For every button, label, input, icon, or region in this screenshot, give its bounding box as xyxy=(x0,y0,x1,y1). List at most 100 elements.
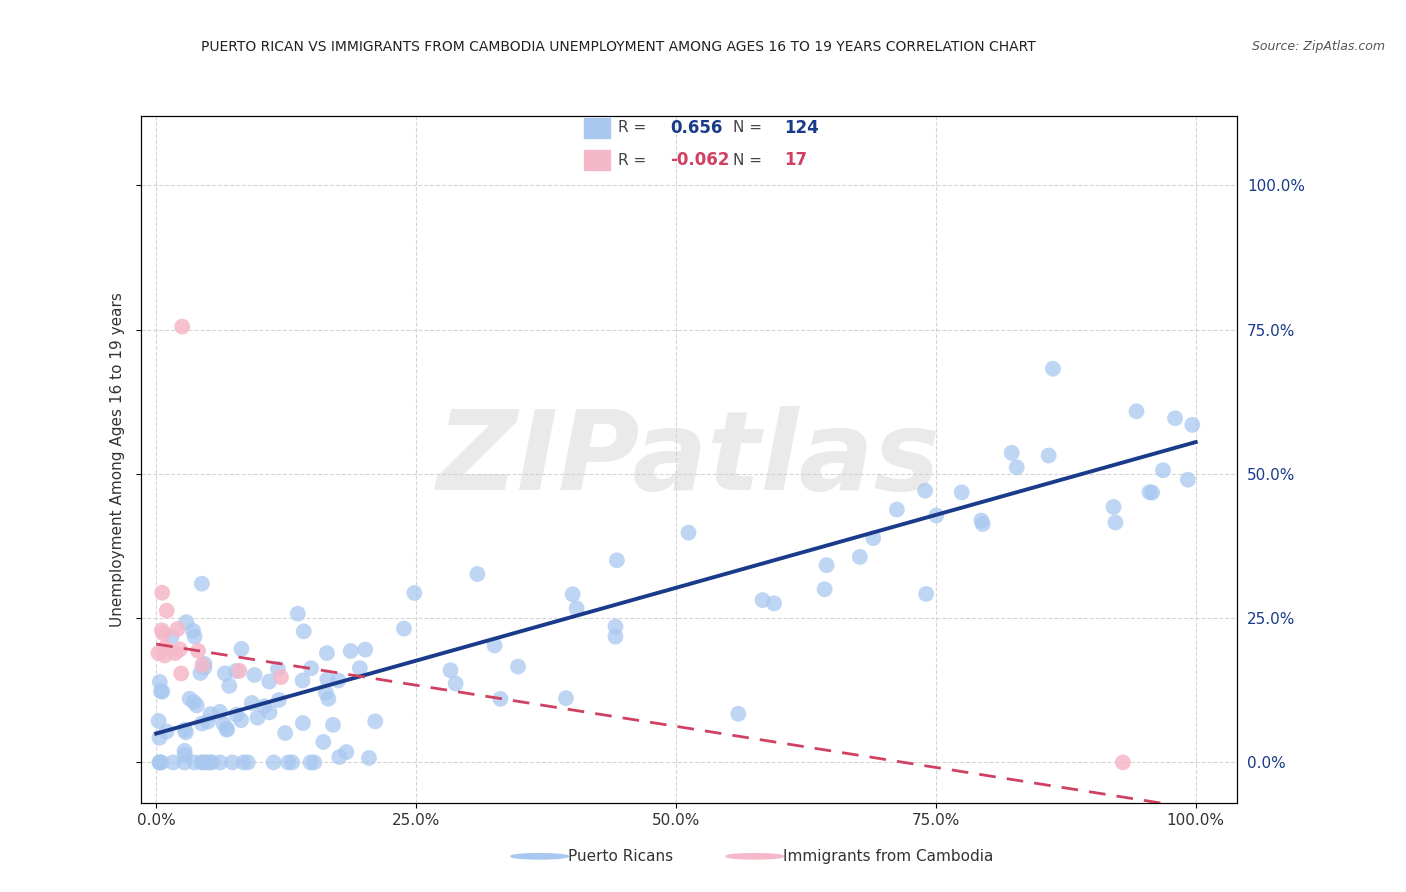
Point xyxy=(149,684,172,698)
Point xyxy=(364,714,387,729)
Point xyxy=(148,731,170,745)
Point xyxy=(444,676,467,690)
Point xyxy=(328,750,350,764)
Point xyxy=(165,646,187,660)
Point xyxy=(191,756,214,770)
Point xyxy=(1104,516,1126,530)
Point xyxy=(209,756,232,770)
Point xyxy=(270,670,292,684)
Point xyxy=(914,483,936,498)
Point xyxy=(229,713,252,727)
Point xyxy=(267,662,290,676)
Text: R =: R = xyxy=(619,153,647,168)
Point xyxy=(218,679,240,693)
Text: N =: N = xyxy=(733,120,762,136)
Point xyxy=(886,502,908,516)
Point xyxy=(186,698,208,713)
Point xyxy=(392,622,415,636)
Point xyxy=(173,756,195,770)
Text: 0.656: 0.656 xyxy=(671,119,723,136)
Point xyxy=(970,514,993,528)
Point xyxy=(312,735,335,749)
Point xyxy=(267,693,290,707)
Point xyxy=(849,549,872,564)
Text: 124: 124 xyxy=(785,119,820,136)
Point xyxy=(148,646,170,660)
Y-axis label: Unemployment Among Ages 16 to 19 years: Unemployment Among Ages 16 to 19 years xyxy=(110,292,125,627)
Point xyxy=(328,673,350,688)
Point xyxy=(1139,485,1161,500)
Point xyxy=(484,639,506,653)
Point xyxy=(606,553,628,567)
Point xyxy=(193,661,215,675)
Point xyxy=(404,586,426,600)
Point xyxy=(150,684,173,698)
Point xyxy=(243,668,266,682)
Bar xyxy=(585,150,610,170)
Point xyxy=(190,665,212,680)
Point xyxy=(299,661,322,675)
Point xyxy=(316,672,339,686)
Point xyxy=(149,675,172,690)
Point xyxy=(170,666,193,681)
Point xyxy=(215,722,238,736)
Point xyxy=(1177,473,1199,487)
Point xyxy=(335,745,357,759)
Point xyxy=(299,756,322,770)
Point xyxy=(1125,404,1147,418)
Point xyxy=(763,596,786,610)
Point xyxy=(339,644,361,658)
Point xyxy=(489,691,512,706)
Point xyxy=(814,582,837,597)
Text: PUERTO RICAN VS IMMIGRANTS FROM CAMBODIA UNEMPLOYMENT AMONG AGES 16 TO 19 YEARS : PUERTO RICAN VS IMMIGRANTS FROM CAMBODIA… xyxy=(201,40,1036,54)
Point xyxy=(200,707,222,722)
Point xyxy=(215,723,238,737)
Point xyxy=(1140,485,1163,500)
Point xyxy=(172,319,194,334)
Point xyxy=(173,723,195,737)
Point xyxy=(349,661,371,675)
Text: Puerto Ricans: Puerto Ricans xyxy=(568,849,673,863)
Point xyxy=(179,691,201,706)
Point xyxy=(193,657,215,671)
Point xyxy=(156,604,179,618)
Point xyxy=(169,642,191,657)
Text: Source: ZipAtlas.com: Source: ZipAtlas.com xyxy=(1251,40,1385,54)
Point xyxy=(214,666,236,681)
Point xyxy=(197,714,219,729)
Point xyxy=(231,641,253,656)
Point xyxy=(183,756,205,770)
Point xyxy=(815,558,838,573)
Point xyxy=(149,756,172,770)
Point xyxy=(166,622,188,636)
Point xyxy=(208,705,231,719)
Point xyxy=(174,725,197,739)
Point xyxy=(605,619,627,633)
Point xyxy=(153,648,176,663)
Point xyxy=(322,718,344,732)
Point xyxy=(318,691,340,706)
Point xyxy=(291,673,314,688)
Point xyxy=(302,756,325,770)
Point xyxy=(183,695,205,709)
Point xyxy=(727,706,749,721)
Point xyxy=(201,756,224,770)
Text: R =: R = xyxy=(619,120,647,136)
Point xyxy=(1164,411,1187,425)
Point xyxy=(1102,500,1125,514)
Point xyxy=(160,630,183,644)
Point xyxy=(191,658,214,673)
Point xyxy=(925,508,948,523)
Point xyxy=(1181,417,1204,432)
Point xyxy=(467,567,489,582)
Point xyxy=(228,664,250,678)
Point xyxy=(678,525,700,540)
Point xyxy=(1152,463,1174,477)
Point xyxy=(862,531,884,545)
Point xyxy=(181,624,204,638)
Point xyxy=(950,485,973,500)
Point xyxy=(1042,361,1064,376)
Point xyxy=(263,756,285,770)
Point xyxy=(191,576,214,591)
Point xyxy=(225,664,247,678)
